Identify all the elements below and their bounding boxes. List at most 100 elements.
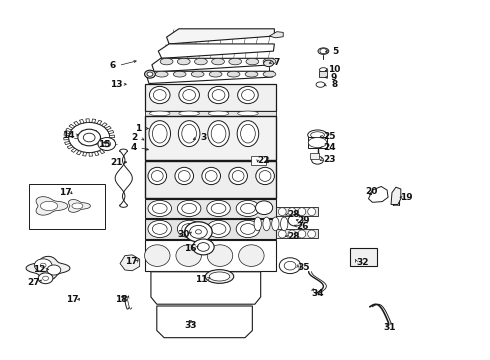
Text: 32: 32 <box>356 258 369 266</box>
Ellipse shape <box>205 171 217 181</box>
Ellipse shape <box>178 171 190 181</box>
Ellipse shape <box>264 60 273 67</box>
Polygon shape <box>107 143 113 147</box>
Ellipse shape <box>211 224 226 234</box>
Ellipse shape <box>288 208 296 216</box>
Text: 3: 3 <box>200 133 206 142</box>
Text: 11: 11 <box>195 275 207 284</box>
Polygon shape <box>64 133 69 136</box>
Text: 17: 17 <box>125 256 138 266</box>
Circle shape <box>196 230 201 234</box>
Text: 28: 28 <box>288 232 300 241</box>
Polygon shape <box>109 139 115 142</box>
Polygon shape <box>270 32 283 38</box>
Polygon shape <box>97 120 102 125</box>
Ellipse shape <box>145 70 155 78</box>
Ellipse shape <box>311 132 324 138</box>
Ellipse shape <box>209 272 230 281</box>
Text: 35: 35 <box>297 264 310 273</box>
Polygon shape <box>66 128 72 132</box>
Ellipse shape <box>241 203 255 213</box>
Bar <box>145 111 276 116</box>
Ellipse shape <box>182 203 196 213</box>
Polygon shape <box>391 187 401 204</box>
Ellipse shape <box>152 203 167 213</box>
Ellipse shape <box>308 130 327 140</box>
Ellipse shape <box>211 203 226 213</box>
Ellipse shape <box>182 124 196 143</box>
Ellipse shape <box>177 220 201 238</box>
Polygon shape <box>64 138 69 140</box>
Ellipse shape <box>239 245 264 266</box>
Ellipse shape <box>183 90 196 100</box>
Ellipse shape <box>148 167 167 185</box>
Ellipse shape <box>195 58 207 65</box>
Circle shape <box>320 49 327 54</box>
Ellipse shape <box>147 72 153 76</box>
Text: 27: 27 <box>27 279 40 287</box>
Text: 15: 15 <box>98 140 111 149</box>
Polygon shape <box>76 150 81 155</box>
Ellipse shape <box>298 208 306 216</box>
Ellipse shape <box>316 82 325 87</box>
Circle shape <box>190 225 207 238</box>
Polygon shape <box>69 124 74 128</box>
Text: 20: 20 <box>365 187 378 196</box>
Ellipse shape <box>232 171 244 181</box>
Ellipse shape <box>242 90 254 100</box>
Ellipse shape <box>179 111 199 116</box>
Bar <box>145 84 276 111</box>
Ellipse shape <box>205 270 234 283</box>
Bar <box>145 240 276 271</box>
Text: 6: 6 <box>110 61 116 70</box>
Polygon shape <box>151 272 261 304</box>
Circle shape <box>40 263 46 267</box>
Text: 17: 17 <box>59 188 72 197</box>
Ellipse shape <box>308 230 316 238</box>
Ellipse shape <box>308 138 327 148</box>
Ellipse shape <box>160 58 173 65</box>
Ellipse shape <box>211 124 226 143</box>
Bar <box>145 161 276 198</box>
Ellipse shape <box>318 48 329 54</box>
Text: 10: 10 <box>328 66 341 75</box>
Text: 23: 23 <box>323 155 336 163</box>
Ellipse shape <box>246 58 259 65</box>
Circle shape <box>193 239 214 255</box>
Polygon shape <box>41 201 58 211</box>
Ellipse shape <box>256 167 274 185</box>
Ellipse shape <box>178 121 200 147</box>
Ellipse shape <box>202 167 220 185</box>
Polygon shape <box>105 126 111 130</box>
Polygon shape <box>158 44 274 58</box>
Polygon shape <box>108 130 114 134</box>
Circle shape <box>78 129 100 146</box>
Text: 24: 24 <box>323 143 336 152</box>
Ellipse shape <box>256 201 273 215</box>
Ellipse shape <box>229 167 247 185</box>
Ellipse shape <box>153 90 166 100</box>
Polygon shape <box>36 197 68 215</box>
Text: 26: 26 <box>296 222 309 231</box>
Ellipse shape <box>149 111 170 116</box>
Polygon shape <box>95 152 99 156</box>
Bar <box>145 116 276 160</box>
Ellipse shape <box>236 220 260 238</box>
Ellipse shape <box>208 121 229 147</box>
Ellipse shape <box>271 217 279 231</box>
Circle shape <box>98 138 116 150</box>
Polygon shape <box>69 199 91 212</box>
Ellipse shape <box>229 58 242 65</box>
Ellipse shape <box>207 220 230 238</box>
Circle shape <box>34 259 52 272</box>
Circle shape <box>83 133 95 142</box>
Text: 9: 9 <box>331 73 338 82</box>
Polygon shape <box>92 119 96 123</box>
Polygon shape <box>368 186 388 202</box>
Ellipse shape <box>208 111 229 116</box>
Ellipse shape <box>263 217 270 231</box>
Circle shape <box>279 258 301 274</box>
Ellipse shape <box>151 171 163 181</box>
Ellipse shape <box>236 200 260 216</box>
Text: 18: 18 <box>115 295 128 304</box>
